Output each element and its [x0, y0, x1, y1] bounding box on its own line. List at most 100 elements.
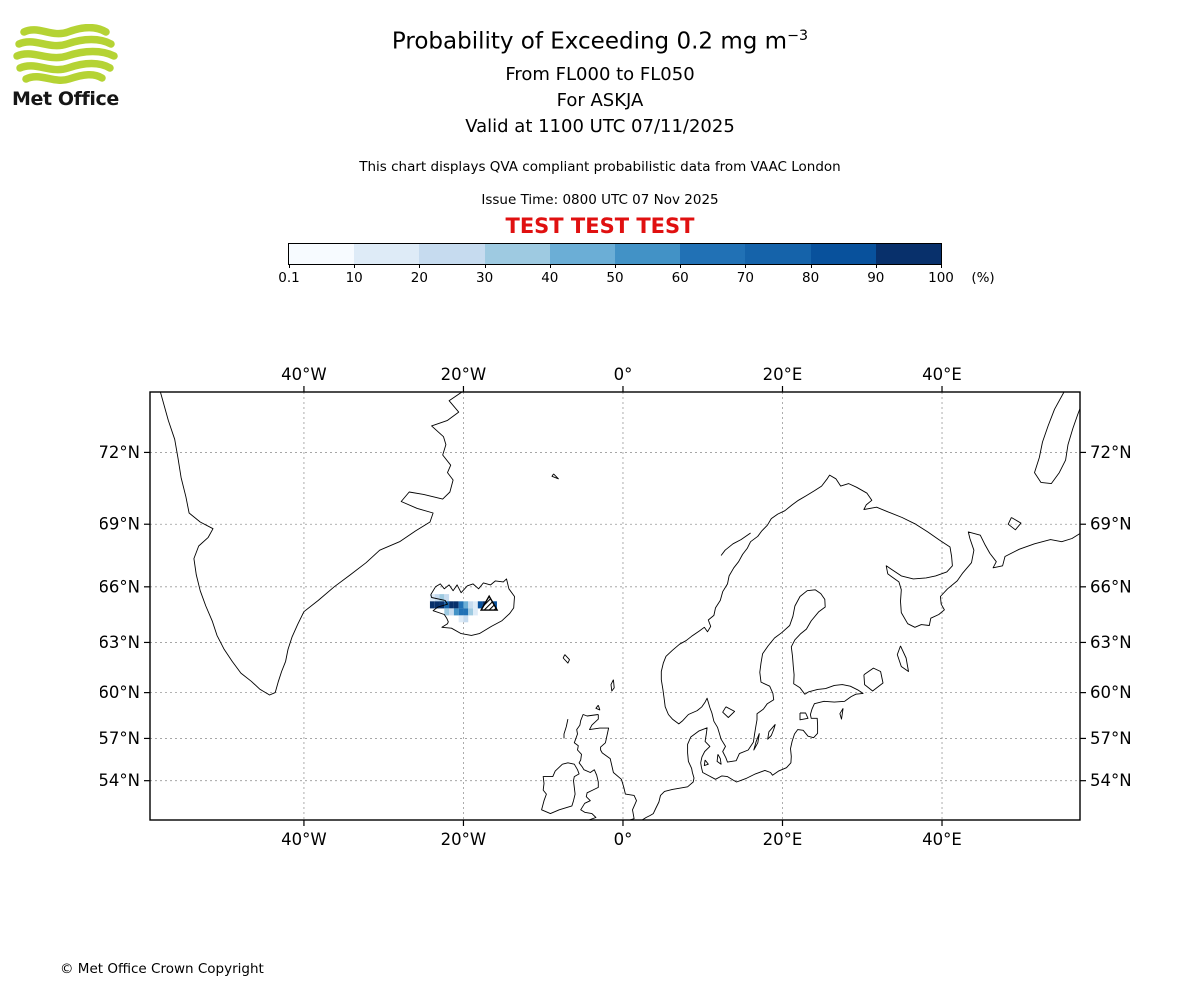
logo-wordmark: Met Office	[12, 88, 119, 110]
colorbar-segment	[745, 244, 811, 264]
colorbar-segment	[615, 244, 681, 264]
lat-label-right: 54°N	[1090, 771, 1132, 790]
colorbar-unit-label: (%)	[971, 270, 995, 286]
coastline-saaremaa	[799, 712, 809, 721]
lon-label-bottom: 20°W	[441, 830, 487, 849]
colorbar-tick	[745, 264, 747, 268]
colorbar-tick-label: 40	[541, 270, 559, 286]
coastline-novaya-zemlya	[1034, 392, 1080, 485]
lat-label-right: 69°N	[1090, 515, 1132, 534]
colorbar-tick-label: 90	[867, 270, 885, 286]
coastline-faroe-islands	[562, 654, 570, 664]
graticule	[150, 392, 1080, 820]
lat-label-left: 60°N	[100, 683, 140, 702]
test-banner: TEST TEST TEST	[505, 214, 695, 238]
lon-label-top: 40°W	[281, 365, 327, 384]
coastline-lake-ladoga	[863, 667, 884, 692]
colorbar-tick-label: 60	[671, 270, 689, 286]
map-canvas: 40°W 40°W 20°W 20°W 0° 0° 20°E 20°E 40°E 40°E 72°N…	[100, 365, 1132, 849]
coastlines	[159, 392, 1080, 820]
colorbar-tick	[615, 264, 616, 268]
colorbar-tick	[549, 264, 551, 268]
lat-label-left: 57°N	[100, 729, 140, 748]
coastline-lake-peipus	[839, 708, 844, 720]
colorbar-tick-labels: (%) 0.1 10 20 30 40 50 60 70 80 90 100	[278, 264, 1049, 290]
colorbar-segment	[875, 244, 942, 264]
coastline-greenland	[159, 392, 463, 696]
page-title-text: Probability of Exceeding 0.2 mg m	[391, 28, 788, 55]
colorbar-tick	[289, 264, 290, 268]
lat-label-left: 63°N	[100, 633, 140, 652]
met-office-logo: Met Office	[12, 24, 132, 110]
lat-label-right: 63°N	[1090, 633, 1132, 652]
coastline-kolguyev	[1007, 517, 1022, 531]
lat-label-left: 54°N	[100, 771, 140, 790]
colorbar-tick-label: 70	[736, 270, 754, 286]
coastline-lake-onega	[896, 645, 909, 672]
coastline-great-britain	[573, 714, 637, 820]
lat-label-right: 57°N	[1090, 729, 1132, 748]
subtitle-flight-levels: From FL000 to FL050	[505, 64, 695, 85]
colorbar-segment	[549, 244, 616, 264]
lon-label-top: 40°E	[922, 365, 962, 384]
colorbar-segment	[484, 244, 550, 264]
chart-description-note: This chart displays QVA compliant probab…	[359, 159, 841, 175]
colorbar-segment	[810, 244, 876, 264]
lon-label-top: 20°E	[763, 365, 803, 384]
axis-ticks-and-labels: 40°W 40°W 20°W 20°W 0° 0° 20°E 20°E 40°E 40°E 72°N…	[100, 365, 1132, 849]
lat-label-right: 72°N	[1090, 443, 1132, 462]
coastline-zealand	[716, 754, 722, 765]
title-superscript: −3	[787, 28, 809, 44]
lat-label-left: 66°N	[100, 577, 140, 596]
lat-label-right: 60°N	[1090, 683, 1132, 702]
colorbar-tick-label: 10	[345, 270, 363, 286]
lon-label-bottom: 40°E	[922, 830, 962, 849]
colorbar-tick	[354, 264, 356, 268]
issue-time: Issue Time: 0800 UTC 07 Nov 2025	[481, 192, 719, 208]
colorbar-segment	[680, 244, 746, 264]
colorbar-tick-label: 20	[410, 270, 428, 286]
colorbar-tick-label: 0.1	[278, 270, 300, 286]
colorbar-tick	[484, 264, 486, 268]
coastline-oland	[753, 733, 760, 751]
volcano-marker	[479, 594, 499, 611]
colorbar-tick	[875, 264, 877, 268]
map-border	[149, 391, 1081, 821]
lon-label-bottom: 0°	[614, 830, 633, 849]
colorbar-tick	[419, 264, 421, 268]
lat-label-left: 69°N	[100, 515, 140, 534]
lon-label-top: 0°	[614, 365, 633, 384]
copyright-notice: © Met Office Crown Copyright	[60, 961, 264, 977]
subtitle-valid-time: Valid at 1100 UTC 07/11/2025	[465, 116, 735, 137]
colorbar-tick-label: 50	[606, 270, 624, 286]
coastline-shetland	[610, 679, 615, 692]
coastline-ireland	[541, 762, 580, 815]
colorbar-tick	[810, 264, 812, 268]
colorbar-tick-label: 100	[928, 270, 954, 286]
coastline-hebrides	[563, 719, 569, 739]
colorbar-tick-label: 80	[802, 270, 820, 286]
colorbar-segment	[354, 244, 420, 264]
logo-waves-icon	[13, 24, 118, 84]
lon-label-bottom: 40°W	[281, 830, 327, 849]
coastline-jan-mayen	[551, 473, 559, 480]
colorbar-tick-label: 30	[476, 270, 494, 286]
lat-label-left: 72°N	[100, 443, 140, 462]
page-title: Probability of Exceeding 0.2 mg m−3	[0, 28, 1200, 55]
coastline-lofoten	[720, 532, 751, 556]
coastline-lake-vanern	[722, 706, 736, 718]
lon-label-bottom: 20°E	[763, 830, 803, 849]
lon-label-top: 20°W	[441, 365, 487, 384]
coastline-funen	[703, 759, 709, 767]
lat-label-right: 66°N	[1090, 577, 1132, 596]
coastline-orkney	[595, 704, 601, 711]
coastline-gotland	[767, 724, 776, 740]
coastline-europe-mainland	[641, 474, 1080, 820]
coastline-iceland	[430, 578, 515, 636]
colorbar-segment	[289, 244, 355, 264]
colorbar-segments	[288, 243, 942, 265]
colorbar-tick	[941, 264, 942, 268]
colorbar-tick	[680, 264, 682, 268]
colorbar-segment	[419, 244, 485, 264]
